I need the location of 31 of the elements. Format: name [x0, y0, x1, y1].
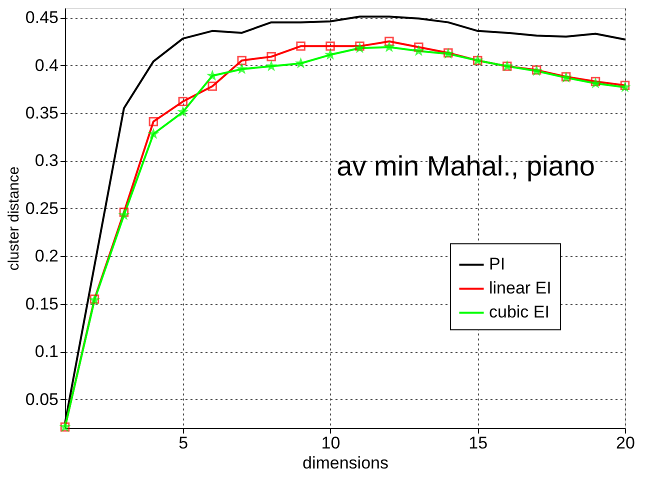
- point: [414, 46, 424, 55]
- y-axis-title: cluster distance: [5, 166, 22, 271]
- point: [266, 52, 276, 62]
- point: [384, 36, 394, 46]
- point: [414, 42, 424, 52]
- y-tick-label: 0.4: [34, 56, 58, 75]
- point: [296, 42, 306, 51]
- x-tick-label: 15: [468, 434, 488, 452]
- legend-label: linear EI: [489, 278, 552, 298]
- x-tick-label: 10: [321, 434, 340, 452]
- y-tick-label: 0.05: [25, 390, 58, 409]
- y-tick-label: 0.3: [34, 151, 58, 170]
- legend-label: PI: [489, 254, 506, 274]
- point: [148, 116, 158, 126]
- x-tick-label: 20: [616, 434, 635, 452]
- point: [326, 42, 335, 51]
- x-axis-title: dimensions: [302, 454, 388, 472]
- point: [237, 56, 246, 66]
- y-tick-label: 0.45: [25, 8, 58, 28]
- point: [620, 80, 630, 90]
- point: [178, 96, 188, 106]
- x-tick-label: 5: [178, 434, 188, 452]
- y-tick-label: 0.1: [34, 342, 58, 362]
- point: [208, 82, 217, 91]
- y-tick-label: 0.15: [25, 294, 58, 314]
- legend-label: cubic EI: [489, 302, 550, 322]
- y-tick-label: 0.2: [34, 246, 58, 266]
- y-tick-label: 0.35: [25, 104, 58, 122]
- y-tick-label: 0.25: [25, 198, 58, 218]
- point: [119, 208, 129, 217]
- annotation: av min Mahal., piano: [336, 150, 595, 182]
